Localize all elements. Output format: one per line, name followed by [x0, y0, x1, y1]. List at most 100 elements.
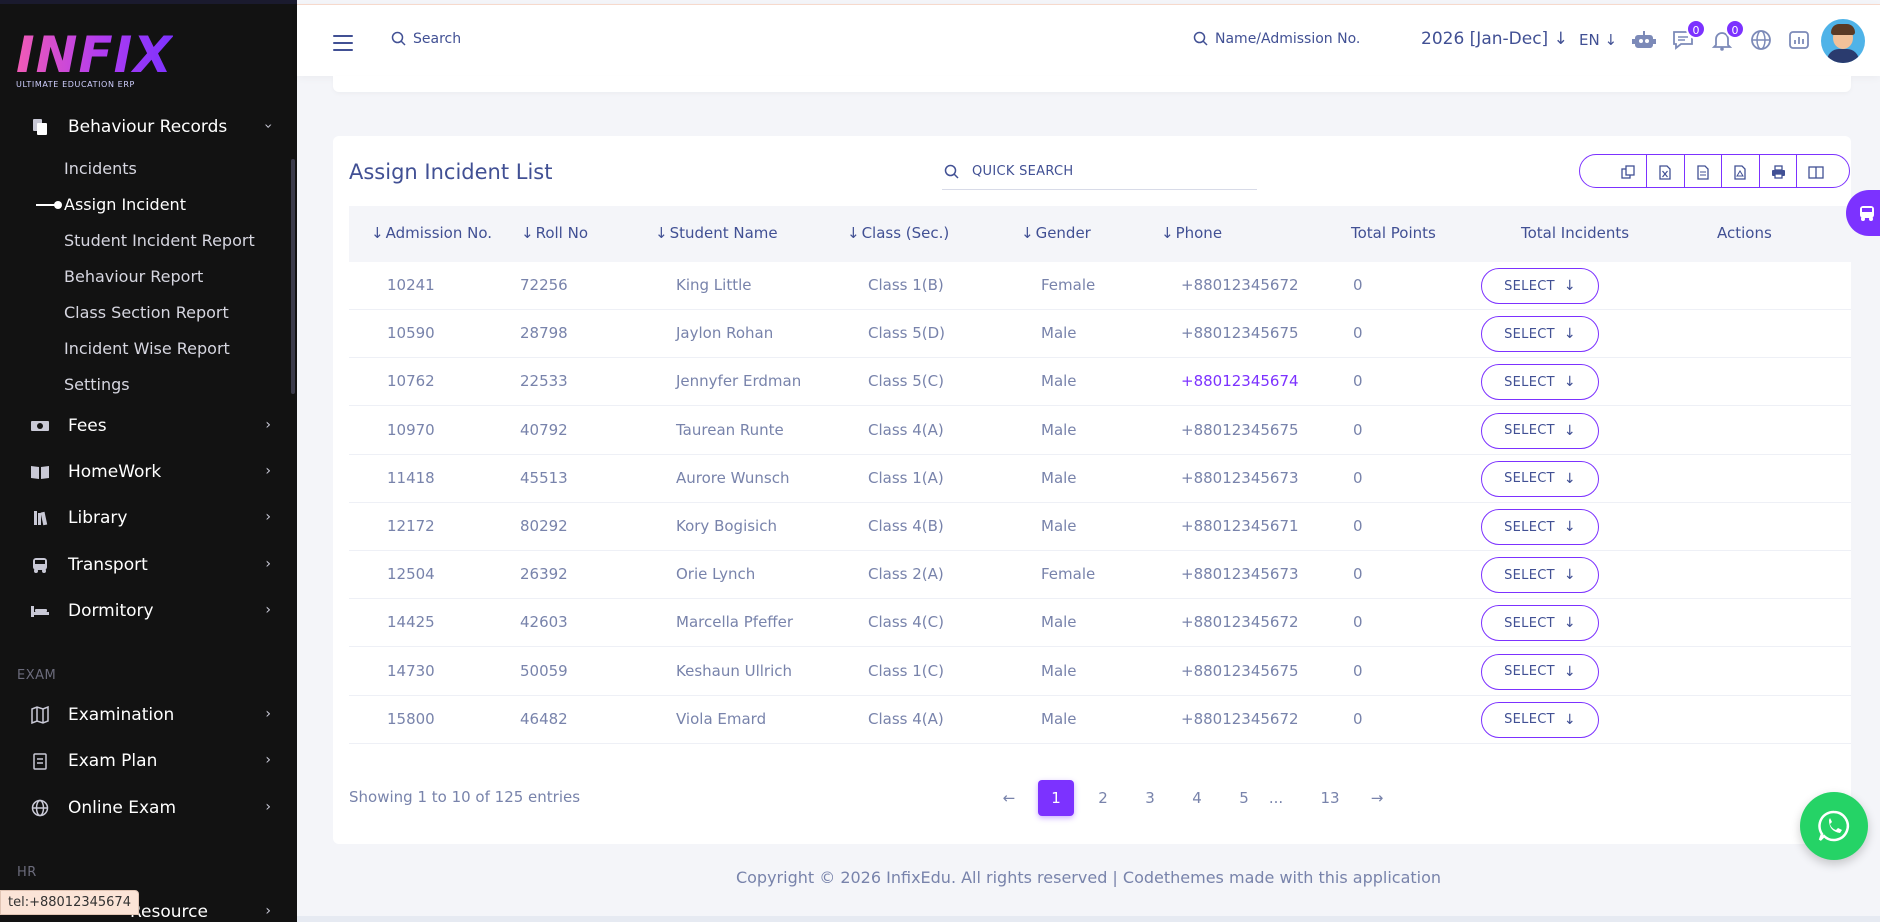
- column-label: Gender: [1035, 224, 1091, 242]
- sidebar-group-examination[interactable]: Examination ›: [0, 695, 297, 735]
- arrow-down-icon: ↓: [1553, 29, 1568, 49]
- sidebar-group-homework[interactable]: HomeWork ›: [0, 452, 297, 492]
- sidebar-group-library[interactable]: Library ›: [0, 498, 297, 538]
- cell-phone[interactable]: +88012345672: [1181, 276, 1299, 294]
- sidebar-group-label: Exam Plan: [68, 751, 158, 771]
- prev-page-arrow-icon[interactable]: ←: [1002, 789, 1016, 807]
- page-button-4[interactable]: 4: [1192, 789, 1202, 807]
- page-button-13[interactable]: 13: [1320, 789, 1340, 807]
- column-header-student-name[interactable]: ↓ Student Name: [655, 224, 778, 242]
- sidebar-item-settings[interactable]: Settings: [64, 375, 130, 394]
- menu-toggle-icon[interactable]: [333, 35, 353, 56]
- whatsapp-chat-button[interactable]: [1800, 792, 1868, 860]
- cell-admission-no: 10241: [387, 276, 435, 294]
- cell-total-points: 0: [1353, 468, 1363, 487]
- csv-icon[interactable]: [1685, 155, 1723, 187]
- column-header-gender[interactable]: ↓ Gender: [1021, 224, 1091, 242]
- brand-logo[interactable]: INFIX ULTIMATE EDUCATION ERP: [16, 30, 173, 89]
- sidebar-item-incidents[interactable]: Incidents: [64, 159, 137, 178]
- arrow-down-icon: ↓: [1563, 278, 1576, 294]
- bell-icon[interactable]: 0: [1709, 19, 1745, 53]
- sidebar-group-dormitory[interactable]: Dormitory ›: [0, 591, 297, 631]
- select-action-button[interactable]: SELECT ↓: [1481, 653, 1599, 690]
- columns-icon[interactable]: [1797, 155, 1835, 187]
- pdf-icon[interactable]: [1722, 155, 1760, 187]
- select-action-button[interactable]: SELECT ↓: [1481, 509, 1599, 545]
- sidebar-item-behaviour-report[interactable]: Behaviour Report: [64, 267, 204, 286]
- select-action-button[interactable]: SELECT ↓: [1481, 364, 1599, 401]
- language-value: EN: [1579, 31, 1600, 49]
- column-header-admission-no[interactable]: ↓ Admission No.: [371, 224, 492, 242]
- globe-icon[interactable]: [1748, 27, 1774, 53]
- cell-class: Class 1(A): [868, 468, 944, 487]
- session-select[interactable]: 2026 [Jan-Dec] ↓: [1421, 29, 1568, 49]
- select-action-button[interactable]: SELECT ↓: [1481, 268, 1599, 304]
- horizontal-scrollbar[interactable]: [297, 916, 1880, 922]
- page-button-3[interactable]: 3: [1145, 789, 1155, 807]
- sidebar-scrollbar[interactable]: [291, 159, 295, 394]
- user-avatar[interactable]: [1821, 19, 1865, 63]
- sidebar-group-human-resource[interactable]: Resource ›: [0, 892, 297, 922]
- select-action-button[interactable]: SELECT ↓: [1481, 557, 1599, 594]
- select-button-label: SELECT: [1504, 326, 1555, 342]
- cell-class: Class 5(D): [868, 324, 946, 343]
- cell-phone[interactable]: +88012345675: [1181, 324, 1299, 343]
- cell-phone[interactable]: +88012345674: [1181, 372, 1299, 391]
- sort-arrow-icon: ↓: [655, 224, 668, 242]
- entries-summary: Showing 1 to 10 of 125 entries: [349, 788, 581, 806]
- select-action-button[interactable]: SELECT ↓: [1481, 460, 1599, 497]
- select-action-button[interactable]: SELECT ↓: [1481, 412, 1599, 449]
- cell-phone[interactable]: +88012345672: [1181, 613, 1299, 632]
- next-page-arrow-icon[interactable]: →: [1370, 789, 1384, 807]
- column-header-total-points[interactable]: Total Points: [1351, 224, 1436, 242]
- page-button-1[interactable]: 1: [1038, 780, 1074, 816]
- active-indicator: [36, 201, 62, 209]
- page-button-5[interactable]: 5: [1239, 789, 1249, 807]
- sidebar-group-online-exam[interactable]: Online Exam ›: [0, 788, 297, 828]
- cell-roll-no: 80292: [520, 517, 568, 535]
- chat-icon[interactable]: 0: [1670, 19, 1706, 53]
- cell-admission-no: 12504: [387, 565, 435, 584]
- page-button-2[interactable]: 2: [1098, 789, 1108, 807]
- select-action-button[interactable]: SELECT ↓: [1481, 316, 1599, 353]
- arrow-down-icon: ↓: [1563, 470, 1576, 487]
- print-icon[interactable]: [1760, 155, 1798, 187]
- sidebar-group-label: Examination: [68, 705, 175, 725]
- chevron-right-icon: ›: [265, 752, 271, 768]
- cell-phone[interactable]: +88012345675: [1181, 661, 1299, 680]
- floating-tool-tab[interactable]: [1846, 190, 1880, 236]
- sidebar-item-class-section-report[interactable]: Class Section Report: [64, 303, 229, 322]
- select-action-button[interactable]: SELECT ↓: [1481, 701, 1599, 738]
- cell-phone[interactable]: +88012345675: [1181, 420, 1299, 439]
- cell-phone[interactable]: +88012345671: [1181, 517, 1299, 535]
- cell-admission-no: 10970: [387, 420, 435, 439]
- excel-icon[interactable]: [1647, 155, 1685, 187]
- sidebar-item-assign-incident[interactable]: Assign Incident: [36, 190, 186, 220]
- sidebar-item-student-incident-report[interactable]: Student Incident Report: [64, 231, 255, 250]
- robot-icon[interactable]: [1631, 27, 1657, 53]
- language-select[interactable]: EN ↓: [1579, 31, 1617, 49]
- select-action-button[interactable]: SELECT ↓: [1481, 605, 1599, 642]
- sidebar-item-incident-wise-report[interactable]: Incident Wise Report: [64, 339, 230, 358]
- sidebar-group-behaviour-records[interactable]: Behaviour Records ›: [0, 107, 297, 147]
- column-header-total-incidents[interactable]: Total Incidents: [1521, 224, 1630, 242]
- book-icon: [30, 462, 50, 482]
- cell-phone[interactable]: +88012345673: [1181, 565, 1299, 584]
- column-header-roll-no[interactable]: ↓ Roll No: [521, 224, 588, 242]
- page-title: Assign Incident List: [349, 160, 553, 184]
- sidebar-group-transport[interactable]: Transport ›: [0, 545, 297, 585]
- select-button-label: SELECT: [1504, 471, 1555, 487]
- student-search-input[interactable]: Name/Admission No.: [1193, 31, 1360, 47]
- cell-phone[interactable]: +88012345672: [1181, 709, 1299, 728]
- column-header-phone[interactable]: ↓ Phone: [1161, 224, 1222, 242]
- sidebar-group-fees[interactable]: Fees ›: [0, 406, 297, 446]
- table-row: 12172 80292 Kory Bogisich Class 4(B) Male +88…: [349, 503, 1851, 551]
- sidebar-group-exam-plan[interactable]: Exam Plan ›: [0, 741, 297, 781]
- copy-icon[interactable]: [1580, 155, 1647, 187]
- column-header-class[interactable]: ↓ Class (Sec.): [847, 224, 949, 242]
- quick-search-input[interactable]: QUICK SEARCH: [942, 154, 1257, 190]
- global-search-input[interactable]: Search: [391, 31, 461, 47]
- analytics-icon[interactable]: [1786, 27, 1812, 53]
- cell-phone[interactable]: +88012345673: [1181, 468, 1299, 487]
- chevron-right-icon: ›: [265, 417, 271, 433]
